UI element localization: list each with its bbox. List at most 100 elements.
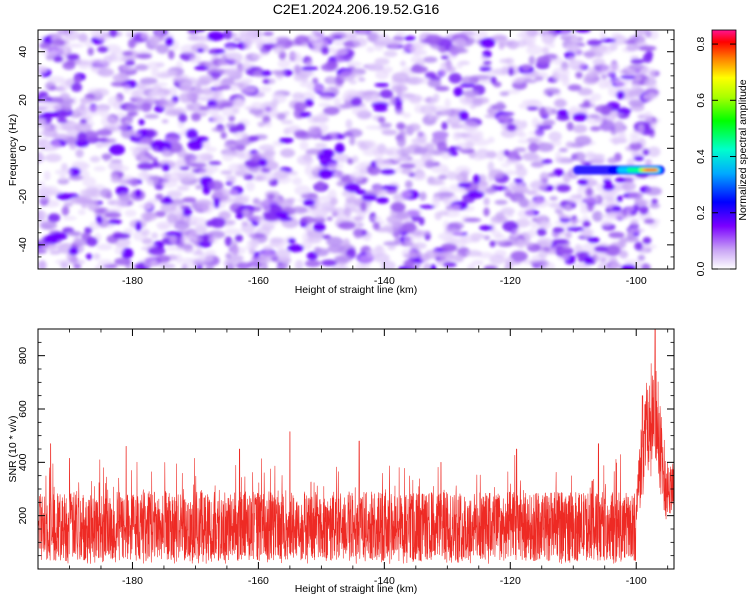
heatmap-noise-blob: [490, 76, 497, 85]
heatmap-noise-blob: [441, 108, 453, 116]
heatmap-x-tick-label: -160: [248, 275, 269, 287]
heatmap-noise-blob: [548, 43, 556, 48]
heatmap-noise-blob: [245, 181, 255, 192]
heatmap-noise-blob: [199, 253, 214, 263]
heatmap-noise-blob: [403, 146, 413, 154]
heatmap-noise-blob: [211, 115, 226, 124]
heatmap-noise-blob: [122, 51, 134, 56]
heatmap-noise-blob: [363, 93, 372, 103]
heatmap-noise-blob: [628, 63, 644, 70]
heatmap-noise-blob: [467, 263, 476, 269]
heatmap-noise-blob: [642, 53, 653, 63]
heatmap-noise-blob: [198, 169, 214, 177]
heatmap-noise-blob: [497, 114, 512, 122]
heatmap-noise-blob: [179, 166, 190, 171]
heatmap-noise-blob: [294, 185, 312, 196]
heatmap-noise-blob: [95, 142, 104, 148]
heatmap-noise-blob: [178, 243, 193, 250]
heatmap-noise-blob: [318, 102, 332, 108]
heatmap-noise-blob: [626, 44, 639, 52]
heatmap-noise-blob: [112, 73, 130, 83]
heatmap-noise-blob: [366, 46, 375, 53]
heatmap-noise-blob: [575, 30, 591, 33]
heatmap-noise-blob: [565, 43, 581, 53]
heatmap-noise-blob: [355, 207, 363, 216]
heatmap-noise-blob: [442, 261, 457, 268]
heatmap-noise-blob: [234, 234, 244, 242]
heatmap-noise-blob: [531, 198, 550, 208]
heatmap-noise-blob: [98, 259, 113, 266]
heatmap-noise-blob: [319, 135, 334, 141]
heatmap-noise-blob: [280, 119, 294, 125]
heatmap-noise-blob: [539, 106, 546, 117]
heatmap-noise-blob: [166, 190, 183, 199]
heatmap-noise-blob: [649, 203, 661, 209]
heatmap-noise-blob: [600, 107, 611, 116]
heatmap-noise-blob: [602, 182, 615, 191]
heatmap-noise-blob: [419, 204, 436, 209]
heatmap-noise-blob: [601, 219, 612, 227]
heatmap-noise-blob: [317, 153, 325, 161]
heatmap-noise-blob: [507, 150, 520, 161]
heatmap-noise-blob: [246, 135, 260, 142]
heatmap-noise-blob: [474, 156, 482, 161]
heatmap-noise-blob: [198, 241, 212, 248]
heatmap-noise-blob: [479, 225, 493, 231]
heatmap-noise-blob: [488, 171, 495, 182]
heatmap-noise-blob: [630, 55, 639, 60]
heatmap-noise-blob: [358, 254, 375, 263]
heatmap-noise-blob: [501, 65, 508, 76]
heatmap-noise-blob: [51, 140, 61, 150]
heatmap-noise-blob: [339, 70, 356, 82]
heatmap-noise-blob: [89, 221, 100, 231]
heatmap-noise-blob: [185, 128, 198, 140]
heatmap-noise-blob: [386, 215, 404, 224]
heatmap-noise-blob: [262, 31, 274, 36]
heatmap-noise-blob: [582, 220, 591, 228]
heatmap-noise-blob: [574, 135, 592, 146]
heatmap-noise-blob: [51, 96, 62, 104]
heatmap-noise-blob: [126, 33, 135, 38]
heatmap-noise-blob: [74, 122, 92, 133]
heatmap-noise-blob: [452, 38, 467, 46]
heatmap-noise-blob: [535, 215, 546, 223]
heatmap-noise-blob: [362, 148, 378, 156]
heatmap-noise-blob: [130, 90, 145, 99]
heatmap-noise-blob: [592, 210, 603, 222]
heatmap-noise-blob: [523, 79, 537, 84]
heatmap-noise-blob: [318, 95, 333, 101]
heatmap-noise-blob: [358, 143, 369, 151]
heatmap-noise-blob: [77, 209, 86, 216]
heatmap-noise-blob: [208, 180, 224, 191]
heatmap-noise-blob: [577, 253, 585, 263]
heatmap-noise-blob: [333, 170, 345, 177]
heatmap-noise-blob: [460, 120, 479, 131]
heatmap-noise-blob: [593, 52, 604, 58]
heatmap-noise-blob: [419, 253, 431, 262]
heatmap-noise-blob: [451, 256, 465, 263]
heatmap-noise-blob: [141, 97, 160, 103]
heatmap-y-ticks: -40 -20 0 20 40: [17, 39, 674, 270]
snr-y-tick-label: 600: [17, 400, 29, 418]
heatmap-noise-blob: [124, 209, 137, 217]
heatmap-noise-blob: [241, 221, 249, 227]
figure-title: C2E1.2024.206.19.52.G16: [273, 1, 440, 17]
heatmap-noise-blob: [374, 82, 390, 88]
heatmap-noise-blob: [643, 111, 653, 122]
heatmap-noise-blob: [240, 64, 251, 71]
heatmap-noise-blob: [112, 232, 131, 239]
heatmap-noise-blob: [156, 221, 174, 229]
heatmap-noise-blob: [372, 185, 386, 193]
heatmap-noise-blob: [590, 93, 602, 101]
heatmap-noise-blob: [517, 209, 535, 219]
heatmap-noise-blob: [609, 257, 618, 264]
heatmap-noise-blob: [394, 236, 401, 244]
heatmap-plot-area: [38, 30, 674, 269]
heatmap-noise-blob: [437, 232, 453, 241]
heatmap-noise-blob: [68, 175, 84, 181]
heatmap-noise-blob: [75, 139, 90, 148]
snr-x-tick-label: -100: [626, 575, 647, 587]
heatmap-noise-blob: [419, 191, 427, 201]
heatmap-noise-blob: [619, 250, 629, 259]
heatmap-noise-blob: [418, 216, 425, 226]
